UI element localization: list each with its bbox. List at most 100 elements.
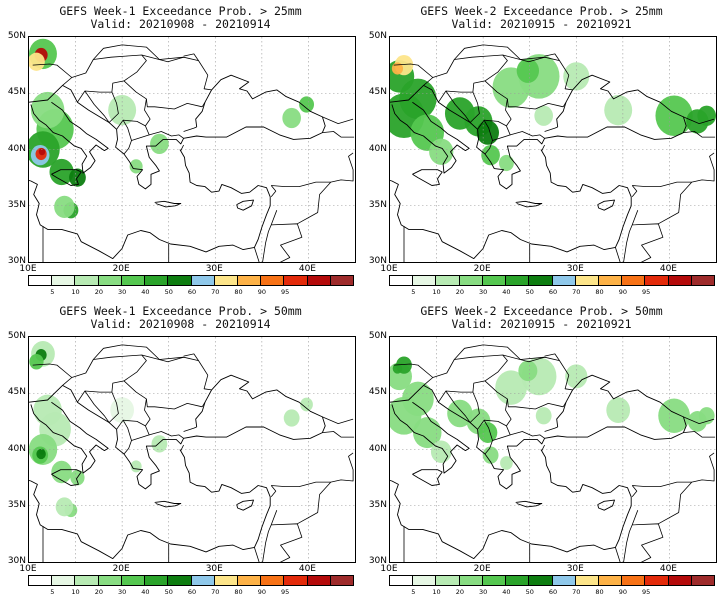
latitude-label: 45N bbox=[368, 87, 387, 98]
colorbar-swatch bbox=[506, 576, 530, 585]
map-panel: GEFS Week-2 Exceedance Prob. > 50mm Valid… bbox=[361, 300, 722, 599]
colorbar-swatch bbox=[121, 576, 146, 585]
probability-contour bbox=[429, 138, 454, 165]
colorbar-swatch bbox=[645, 576, 669, 585]
probability-contour bbox=[500, 456, 513, 470]
colorbar-swatch bbox=[145, 276, 169, 285]
colorbar-label: 20 bbox=[94, 588, 103, 596]
probability-contour bbox=[516, 58, 540, 83]
latitude-label: 35N bbox=[368, 499, 387, 510]
graticule bbox=[390, 337, 716, 562]
colorbar-label: 50 bbox=[525, 588, 534, 596]
colorbar-swatch bbox=[482, 576, 507, 585]
coastlines bbox=[29, 344, 355, 562]
probability-contour bbox=[498, 154, 514, 172]
colorbar-swatch bbox=[598, 576, 623, 585]
latitude-label: 50N bbox=[368, 331, 387, 341]
colorbar-swatch bbox=[191, 576, 215, 585]
colorbar-swatch bbox=[214, 276, 238, 285]
probability-contour bbox=[299, 96, 315, 113]
latitude-label: 45N bbox=[7, 387, 26, 398]
latitude-label: 45N bbox=[368, 387, 387, 398]
probability-contour bbox=[476, 120, 499, 145]
probability-contour bbox=[282, 107, 301, 129]
panel-valid-dates: Valid: 20210908 - 20210914 bbox=[90, 17, 271, 31]
colorbar-swatch bbox=[459, 276, 483, 285]
latitude-label: 45N bbox=[7, 87, 26, 98]
latitude-label: 50N bbox=[7, 31, 26, 41]
longitude-label: 30E bbox=[205, 564, 223, 574]
graticule bbox=[29, 337, 355, 562]
colorbar-label: 30 bbox=[118, 588, 127, 596]
map-area bbox=[28, 36, 356, 263]
colorbar-label: 40 bbox=[502, 288, 511, 296]
latitude-label: 30N bbox=[7, 256, 26, 266]
colorbar-label: 90 bbox=[257, 588, 266, 596]
colorbar bbox=[389, 575, 715, 586]
probability-contour bbox=[430, 440, 452, 463]
map-svg bbox=[29, 337, 355, 562]
probability-contour bbox=[55, 497, 74, 517]
panel-valid-dates: Valid: 20210908 - 20210914 bbox=[90, 317, 271, 331]
probability-contour bbox=[563, 62, 590, 91]
latitude-label: 30N bbox=[7, 556, 26, 566]
colorbar-label: 30 bbox=[479, 588, 488, 596]
longitude-label: 10E bbox=[380, 564, 398, 574]
colorbar-label: 70 bbox=[572, 288, 581, 296]
map-area bbox=[389, 36, 717, 263]
colorbar-label: 20 bbox=[455, 288, 464, 296]
colorbar-label: 70 bbox=[211, 588, 220, 596]
colorbar-swatch bbox=[691, 576, 715, 585]
colorbar-label: 60 bbox=[187, 288, 197, 296]
colorbar-swatch bbox=[98, 576, 122, 585]
colorbar-swatch bbox=[330, 576, 354, 585]
colorbar-label: 10 bbox=[71, 288, 80, 296]
probability-field bbox=[29, 38, 315, 219]
longitude-label: 30E bbox=[205, 264, 223, 274]
colorbar-label: 40 bbox=[502, 588, 511, 596]
latitude-label: 35N bbox=[7, 199, 26, 210]
probability-contour bbox=[390, 396, 422, 435]
probability-contour bbox=[518, 360, 538, 382]
longitude-label: 40E bbox=[659, 564, 677, 574]
colorbar-label: 40 bbox=[141, 588, 150, 596]
colorbar-swatch bbox=[29, 576, 53, 585]
probability-contour bbox=[535, 407, 552, 425]
colorbar-swatch bbox=[75, 276, 99, 285]
latitude-label: 35N bbox=[368, 199, 387, 210]
probability-contour bbox=[391, 62, 404, 75]
colorbar-label: 50 bbox=[164, 288, 173, 296]
probability-contour bbox=[604, 94, 633, 126]
colorbar-label: 80 bbox=[595, 588, 604, 596]
probability-contour bbox=[39, 448, 45, 455]
colorbar-swatch bbox=[622, 576, 646, 585]
colorbar-swatch bbox=[413, 276, 437, 285]
colorbar-swatch bbox=[261, 576, 285, 585]
colorbar-swatch bbox=[168, 276, 192, 285]
colorbar-swatch bbox=[506, 276, 530, 285]
colorbar-swatch bbox=[645, 276, 669, 285]
colorbar-swatch bbox=[668, 576, 692, 585]
probability-contour bbox=[283, 409, 300, 427]
probability-contour bbox=[606, 397, 631, 424]
probability-contour bbox=[150, 133, 169, 154]
colorbar-label: 5 bbox=[411, 288, 416, 296]
colorbar-label: 70 bbox=[572, 588, 581, 596]
longitude-label: 20E bbox=[112, 564, 130, 574]
probability-contour bbox=[129, 159, 143, 174]
colorbar-label: 60 bbox=[548, 288, 558, 296]
colorbar-swatch bbox=[390, 276, 414, 285]
colorbar-swatch bbox=[413, 576, 437, 585]
colorbar-label: 10 bbox=[71, 588, 80, 596]
map-svg bbox=[390, 337, 716, 562]
colorbar-swatch bbox=[459, 576, 483, 585]
colorbar-label: 95 bbox=[281, 588, 290, 596]
colorbar-swatch bbox=[145, 576, 169, 585]
latitude-label: 50N bbox=[368, 31, 387, 41]
colorbar-label: 60 bbox=[187, 588, 197, 596]
colorbar-swatch bbox=[29, 276, 53, 285]
colorbar-swatch bbox=[482, 276, 507, 285]
colorbar-label: 60 bbox=[548, 588, 558, 596]
probability-contour bbox=[697, 105, 716, 126]
panel-valid-dates: Valid: 20210915 - 20210921 bbox=[451, 317, 632, 331]
